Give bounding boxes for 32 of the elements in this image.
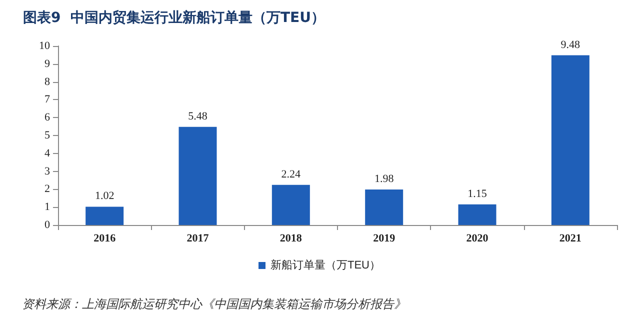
y-tick-label: 9 bbox=[44, 58, 50, 70]
y-tick-label: 4 bbox=[44, 147, 50, 160]
data-label: 5.48 bbox=[188, 110, 208, 122]
y-tick-label: 2 bbox=[44, 183, 50, 196]
bar bbox=[178, 126, 217, 225]
x-tick-label: 2021 bbox=[559, 232, 582, 244]
legend-label: 新船订单量（万TEU） bbox=[270, 258, 380, 272]
text: 资料来源：上海国际航运研究中心《中国国内集装箱运输市场分析报告》 bbox=[22, 297, 406, 311]
y-tick-label: 0 bbox=[44, 219, 50, 231]
bar bbox=[365, 190, 404, 225]
y-tick-label: 8 bbox=[44, 76, 50, 88]
y-tick-label: 1 bbox=[44, 201, 50, 214]
x-tick-label: 2019 bbox=[373, 232, 396, 244]
bar bbox=[272, 184, 310, 225]
data-label: 9.48 bbox=[560, 38, 581, 51]
x-tick-label: 2020 bbox=[466, 232, 489, 244]
chart-title: 图表9 中国内贸集运行业新船订单量（万TEU） bbox=[23, 9, 325, 26]
data-label: 1.98 bbox=[374, 173, 394, 186]
bar bbox=[86, 206, 124, 225]
bar bbox=[458, 204, 496, 225]
x-tick-label: 2017 bbox=[186, 232, 210, 244]
data-label: 2.24 bbox=[281, 168, 302, 180]
x-tick-label: 2016 bbox=[94, 232, 116, 244]
y-tick-label: 3 bbox=[44, 165, 50, 178]
y-tick-label: 10 bbox=[39, 40, 50, 52]
y-tick-label: 7 bbox=[44, 94, 50, 106]
data-label: 1.15 bbox=[468, 188, 488, 200]
x-tick-label: 2018 bbox=[280, 232, 302, 244]
y-tick-label: 6 bbox=[44, 112, 50, 124]
bar bbox=[551, 55, 590, 225]
y-tick-label: 5 bbox=[44, 130, 50, 142]
data-label: 1.02 bbox=[94, 190, 114, 202]
